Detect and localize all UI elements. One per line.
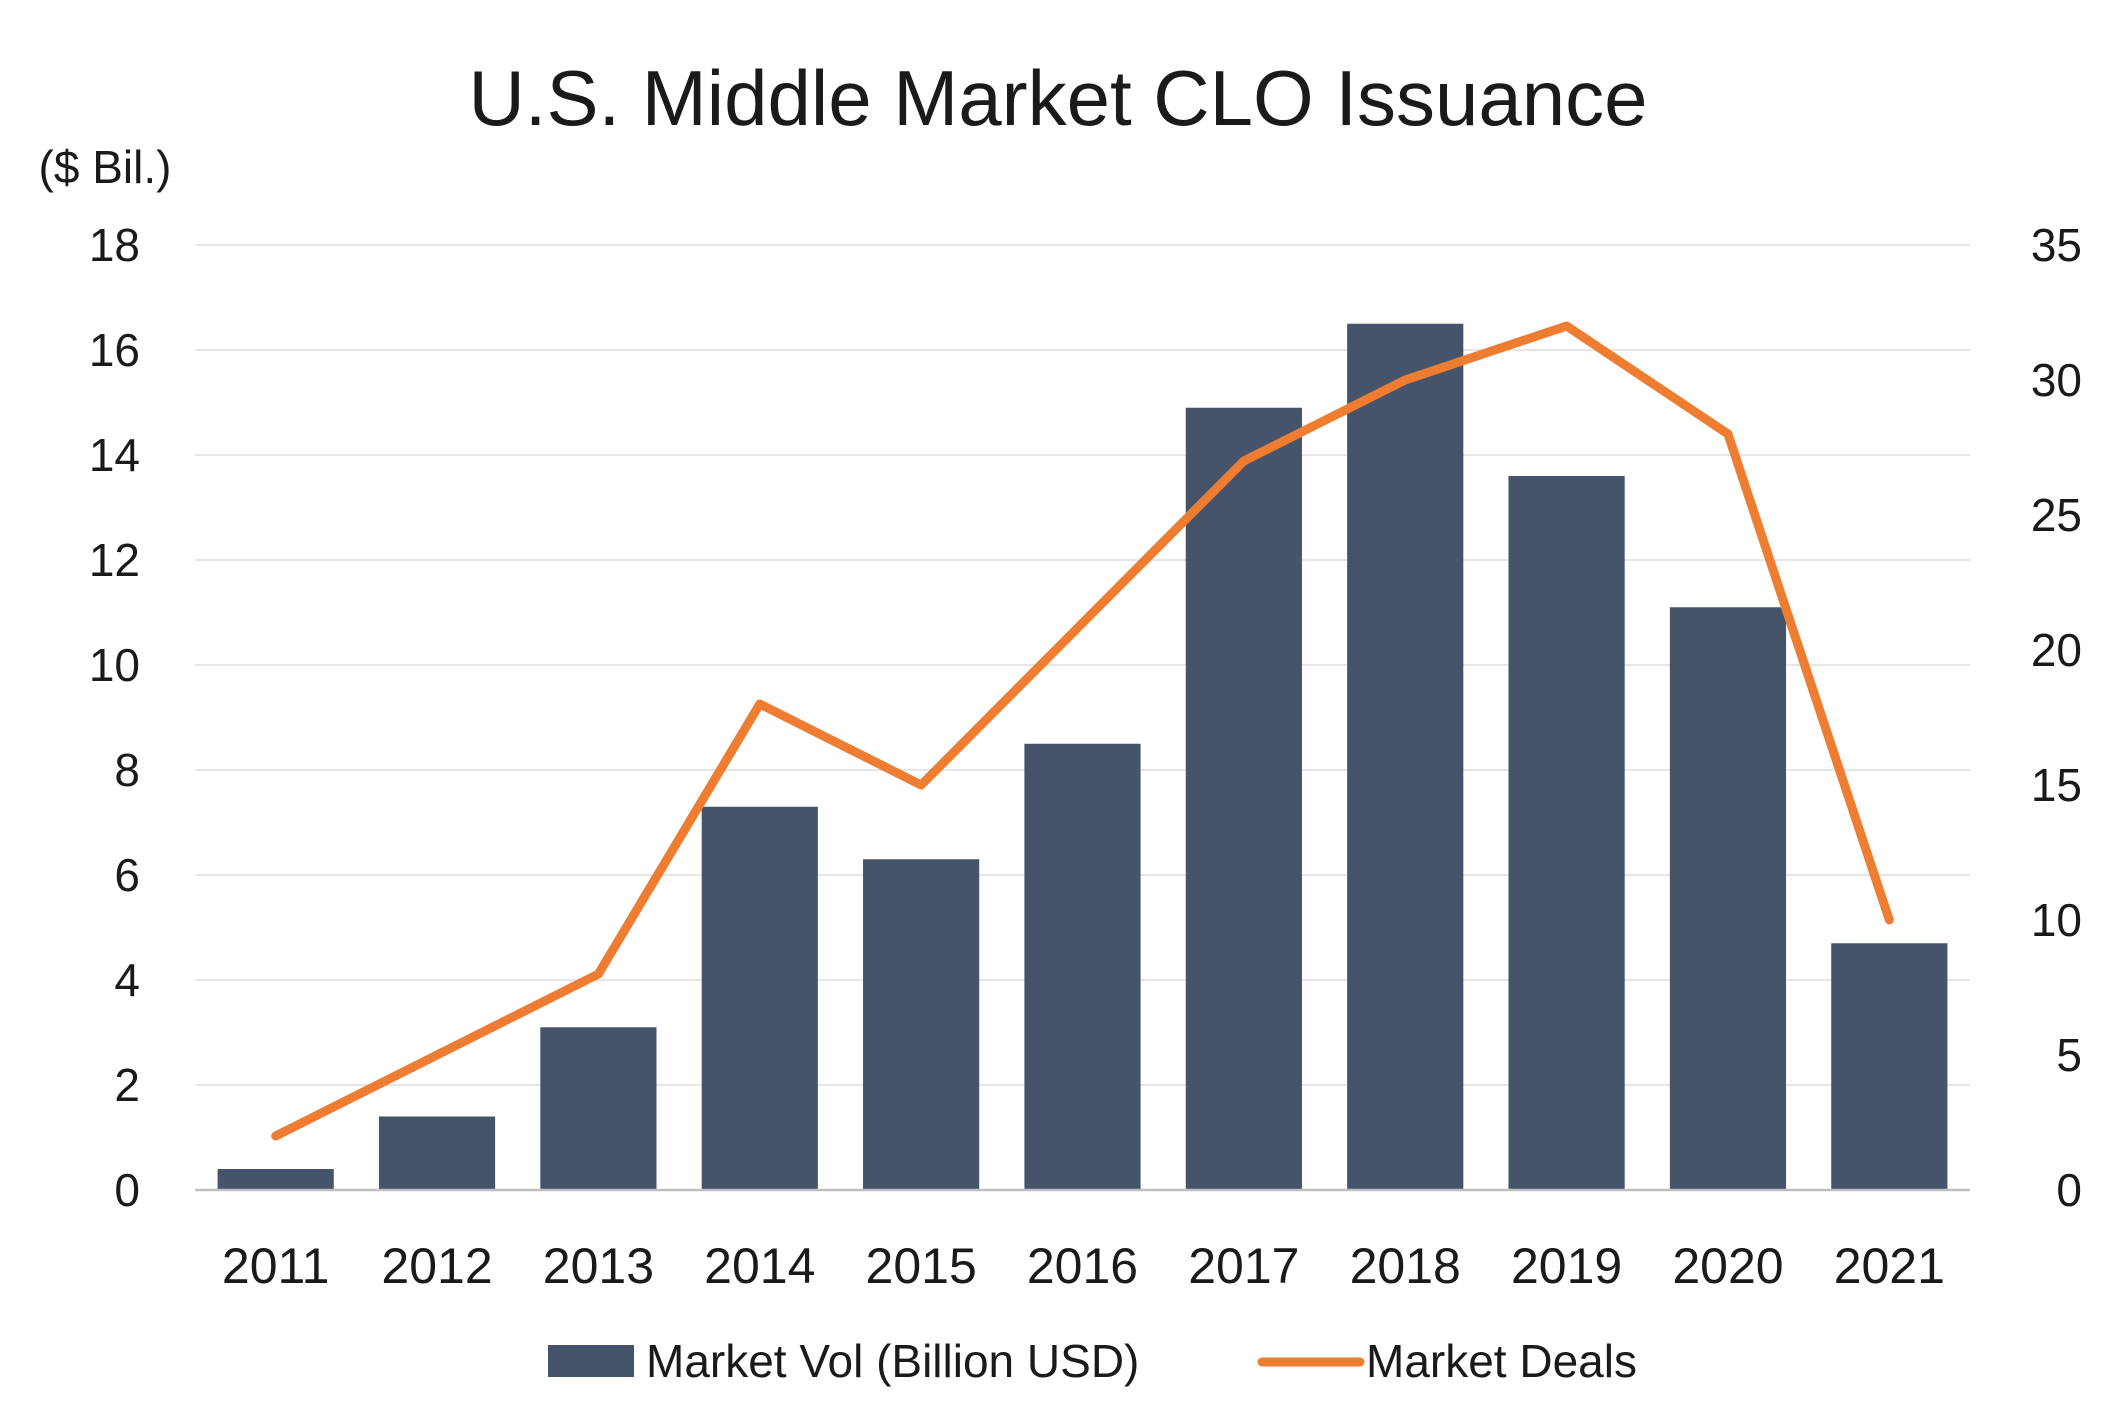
- bar-2012: [378, 1116, 496, 1190]
- legend-label-market-deals: Market Deals: [1366, 1335, 1637, 1387]
- bar-2019: [1508, 476, 1625, 1190]
- bar-2017: [1185, 407, 1302, 1190]
- left-tick-label: 8: [114, 744, 140, 796]
- gridlines: [195, 244, 1970, 1086]
- bar-2020: [1669, 607, 1787, 1190]
- right-tick-label: 30: [2031, 354, 2082, 406]
- x-tick-label: 2012: [381, 1238, 492, 1294]
- bar-2018: [1347, 323, 1464, 1190]
- left-tick-label: 0: [114, 1164, 140, 1216]
- right-tick-label: 25: [2031, 489, 2082, 541]
- right-axis-ticks: 0 5 10 15 20 25 30 35: [2031, 219, 2082, 1216]
- left-tick-label: 6: [114, 849, 140, 901]
- bar-2014: [701, 806, 818, 1190]
- line-series-market-deals: [271, 321, 1894, 1141]
- x-tick-label: 2014: [704, 1238, 815, 1294]
- x-tick-label: 2013: [543, 1238, 654, 1294]
- right-tick-label: 20: [2031, 624, 2082, 676]
- bar-2011: [217, 1169, 334, 1190]
- right-tick-label: 15: [2031, 759, 2082, 811]
- left-tick-label: 12: [89, 534, 140, 586]
- bar-2021: [1831, 943, 1948, 1190]
- x-tick-label: 2019: [1511, 1238, 1622, 1294]
- right-tick-label: 5: [2056, 1029, 2082, 1081]
- left-tick-label: 4: [114, 954, 140, 1006]
- x-tick-label: 2011: [222, 1238, 330, 1294]
- legend-label-market-vol: Market Vol (Billion USD): [646, 1335, 1139, 1387]
- x-tick-label: 2021: [1834, 1238, 1945, 1294]
- left-tick-label: 18: [89, 219, 140, 271]
- market-deals-line: [271, 321, 1894, 1141]
- x-tick-label: 2018: [1350, 1238, 1461, 1294]
- x-axis-category-labels: 2011 2012 2013 2014 2015 2016 2017 2018 2019 2020…: [222, 1238, 1945, 1294]
- bar-series-market-vol: [217, 323, 1948, 1190]
- right-tick-label: 10: [2031, 894, 2082, 946]
- y-axis-unit-label: ($ Bil.): [39, 141, 172, 193]
- x-tick-label: 2015: [866, 1238, 977, 1294]
- legend-swatch-market-vol: [548, 1345, 634, 1377]
- bar-2016: [1024, 743, 1141, 1190]
- right-tick-label: 35: [2031, 219, 2082, 271]
- bar-2015: [863, 859, 980, 1190]
- right-tick-label: 0: [2056, 1164, 2082, 1216]
- left-axis-ticks: 0 2 4 6 8 10 12 14 16 18: [89, 219, 140, 1216]
- left-tick-label: 16: [89, 324, 140, 376]
- x-tick-label: 2016: [1027, 1238, 1138, 1294]
- left-tick-label: 14: [89, 429, 140, 481]
- legend: Market Vol (Billion USD) Market Deals: [548, 1335, 1637, 1387]
- x-tick-label: 2020: [1672, 1238, 1783, 1294]
- left-tick-label: 2: [114, 1059, 140, 1111]
- left-tick-label: 10: [89, 639, 140, 691]
- bar-2013: [540, 1027, 657, 1190]
- x-tick-label: 2017: [1188, 1238, 1299, 1294]
- chart-title: U.S. Middle Market CLO Issuance: [468, 54, 1647, 142]
